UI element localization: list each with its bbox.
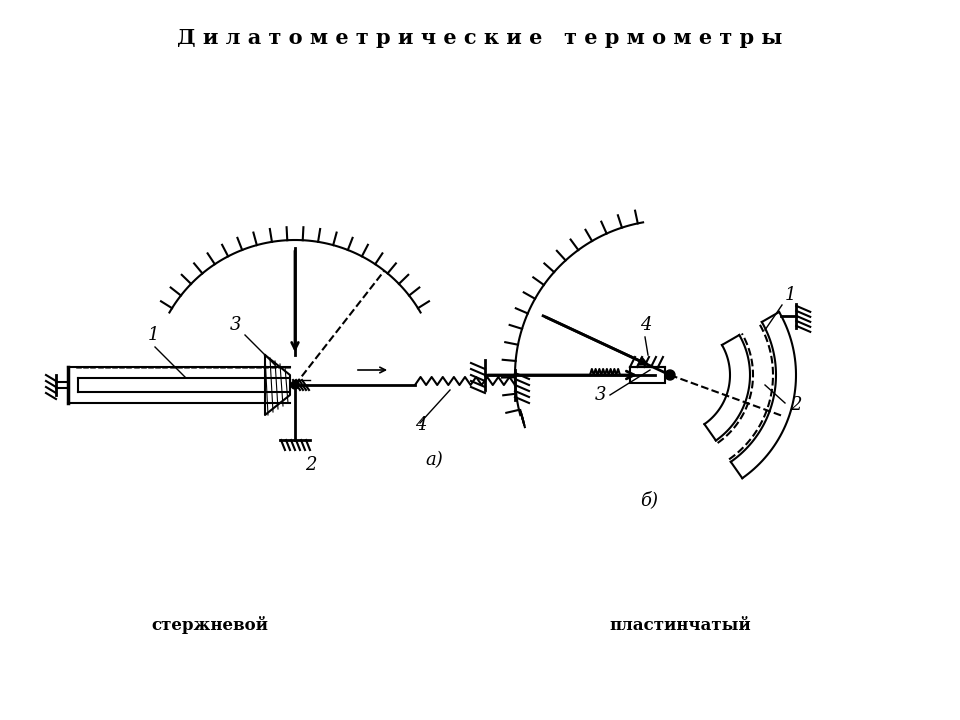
Text: 4: 4 bbox=[415, 416, 426, 434]
Text: 2: 2 bbox=[305, 456, 317, 474]
Bar bbox=[630, 367, 665, 383]
Text: Д и л а т о м е т р и ч е с к и е   т е р м о м е т р ы: Д и л а т о м е т р и ч е с к и е т е р … bbox=[178, 28, 782, 48]
Text: 1: 1 bbox=[148, 326, 159, 344]
Text: а): а) bbox=[425, 451, 443, 469]
Circle shape bbox=[665, 370, 675, 380]
Text: 1: 1 bbox=[785, 286, 797, 304]
Text: 2: 2 bbox=[790, 396, 802, 414]
Text: 3: 3 bbox=[595, 386, 607, 404]
Text: пластинчатый: пластинчатый bbox=[610, 616, 751, 634]
Text: 3: 3 bbox=[230, 316, 242, 334]
Text: 4: 4 bbox=[640, 316, 652, 334]
Text: стержневой: стержневой bbox=[152, 616, 269, 634]
Circle shape bbox=[291, 381, 299, 389]
Text: б): б) bbox=[640, 491, 658, 509]
